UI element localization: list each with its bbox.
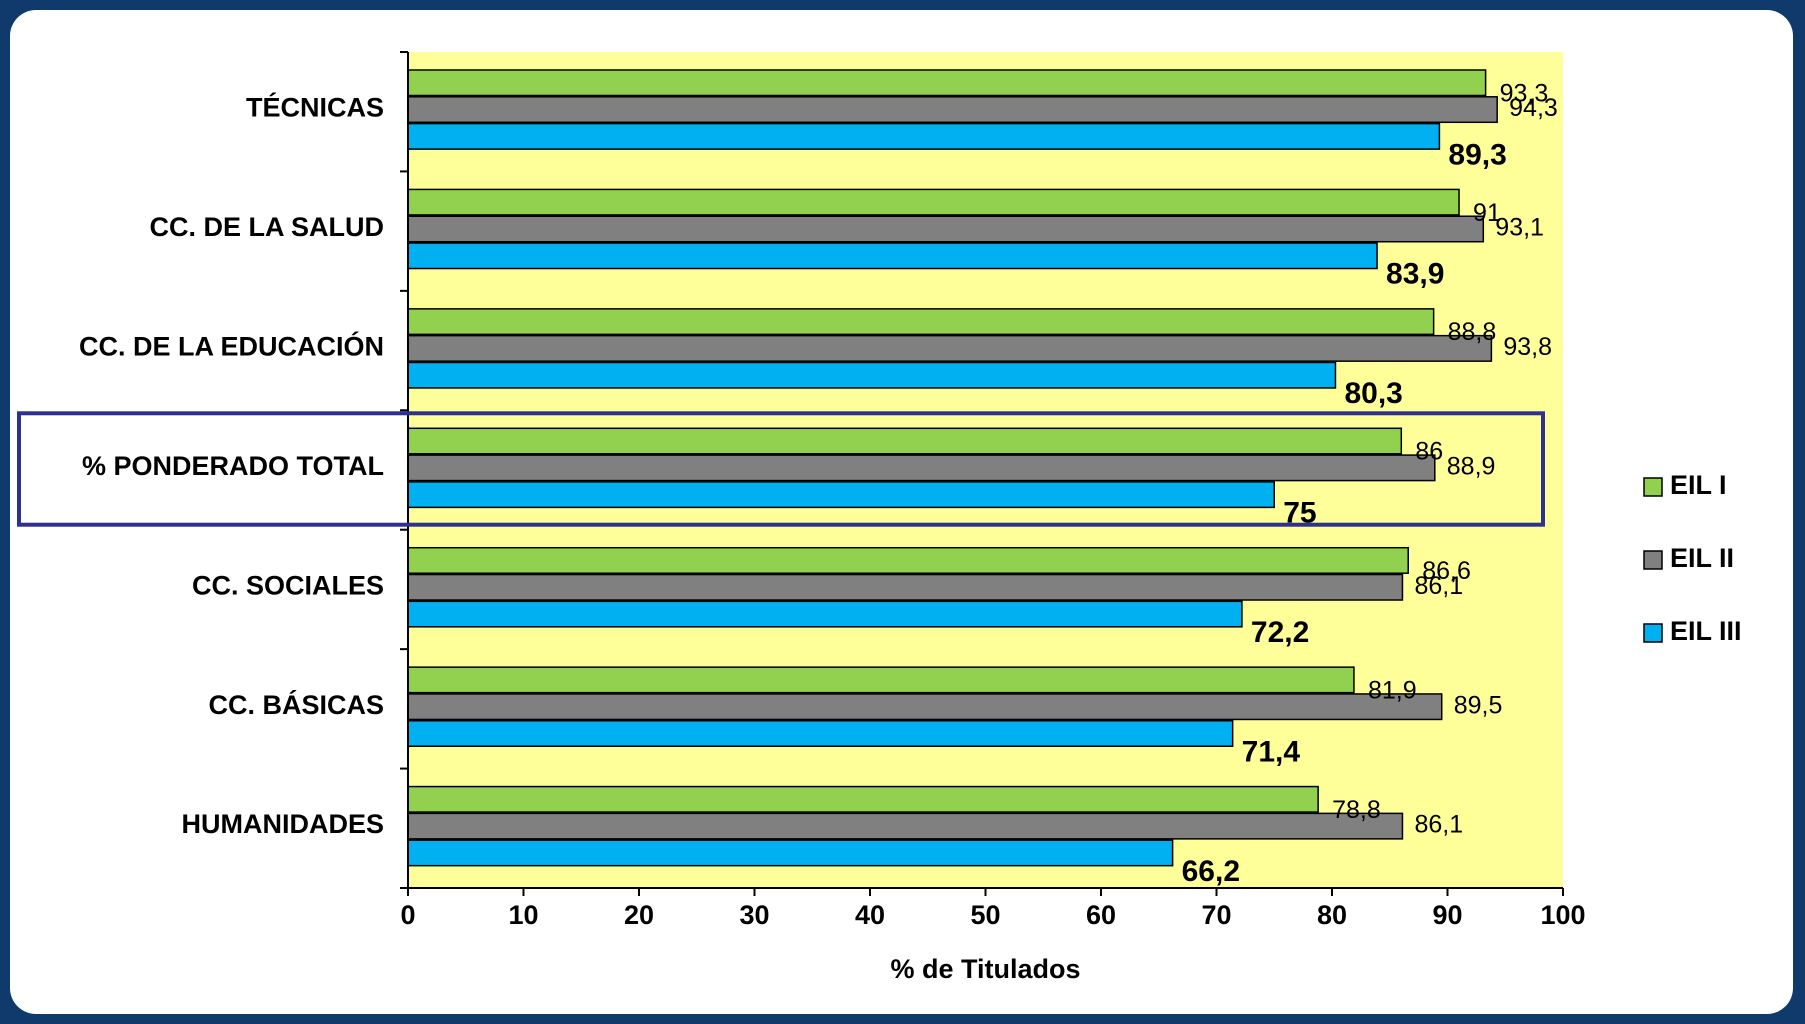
legend-label-2: EIL II bbox=[1670, 543, 1734, 573]
data-label: 86,1 bbox=[1414, 572, 1463, 600]
bar-3-5 bbox=[407, 600, 1243, 628]
x-tick-label: 20 bbox=[624, 900, 654, 930]
legend-swatch-1 bbox=[1643, 477, 1663, 497]
category-label: CC. BÁSICAS bbox=[208, 689, 384, 720]
data-label: 93,8 bbox=[1503, 333, 1552, 361]
legend-swatch-2 bbox=[1643, 550, 1663, 570]
bar-1-6 bbox=[407, 666, 1355, 694]
x-tick-label: 0 bbox=[400, 900, 415, 930]
bar-2-5 bbox=[407, 573, 1404, 601]
legend: EIL I EIL II EIL III bbox=[1643, 470, 1742, 646]
x-axis-title: % de Titulados bbox=[890, 954, 1080, 984]
data-label: 86,6 bbox=[1422, 557, 1471, 585]
data-label: 89,5 bbox=[1454, 691, 1503, 719]
data-label: 94,3 bbox=[1509, 94, 1558, 122]
x-tick-label: 50 bbox=[970, 900, 1000, 930]
axes-group: 0 10 20 30 40 50 60 70 80 90 100 % de Titulados bbox=[400, 51, 1586, 984]
bar-2-1 bbox=[407, 96, 1498, 124]
data-label: 91 bbox=[1473, 199, 1501, 227]
data-label: 72,2 bbox=[1251, 616, 1309, 649]
bar-1-1 bbox=[407, 69, 1487, 97]
bar-2-7 bbox=[407, 812, 1404, 840]
bar-chart: 0 10 20 30 40 50 60 70 80 90 100 % de Titulados 93,… bbox=[17, 51, 1742, 984]
data-label: 86,1 bbox=[1414, 811, 1463, 839]
data-label: 78,8 bbox=[1332, 796, 1381, 824]
legend-label-3: EIL III bbox=[1670, 616, 1742, 646]
x-tick-label: 40 bbox=[855, 900, 885, 930]
bar-3-4 bbox=[407, 481, 1275, 509]
chart-frame: 0 10 20 30 40 50 60 70 80 90 100 % de Titulados 93,… bbox=[10, 10, 1793, 1014]
category-label: CC. DE LA EDUCACIÓN bbox=[79, 331, 384, 362]
bar-1-4 bbox=[407, 427, 1403, 455]
bar-1-3 bbox=[407, 308, 1435, 336]
bar-3-1 bbox=[407, 122, 1441, 150]
data-label: 66,2 bbox=[1182, 855, 1240, 888]
bar-3-7 bbox=[407, 839, 1174, 867]
x-tick-label: 90 bbox=[1432, 900, 1462, 930]
x-tick-label: 80 bbox=[1317, 900, 1347, 930]
data-label: 88,9 bbox=[1447, 452, 1496, 480]
x-tick-label: 70 bbox=[1201, 900, 1231, 930]
bar-3-6 bbox=[407, 719, 1234, 747]
category-label: HUMANIDADES bbox=[182, 809, 385, 839]
category-label: TÉCNICAS bbox=[246, 92, 384, 123]
data-label: 88,8 bbox=[1448, 318, 1497, 346]
bar-2-4 bbox=[407, 454, 1436, 482]
data-label: 93,1 bbox=[1495, 214, 1544, 242]
data-label: 89,3 bbox=[1448, 138, 1506, 171]
data-label: 86 bbox=[1415, 438, 1443, 466]
bar-1-5 bbox=[407, 546, 1409, 574]
data-label: 93,3 bbox=[1500, 79, 1549, 107]
bar-2-6 bbox=[407, 693, 1443, 721]
bar-1-2 bbox=[407, 188, 1460, 216]
bar-2-2 bbox=[407, 215, 1485, 243]
category-label: CC. SOCIALES bbox=[192, 570, 384, 600]
data-label: 83,9 bbox=[1386, 258, 1444, 291]
bar-3-2 bbox=[407, 242, 1378, 270]
highlight-box bbox=[17, 411, 1545, 527]
data-label: 81,9 bbox=[1368, 677, 1417, 705]
legend-label-1: EIL I bbox=[1670, 470, 1727, 500]
x-tick-label: 100 bbox=[1540, 900, 1585, 930]
x-tick-label: 10 bbox=[508, 900, 538, 930]
x-tick-label: 30 bbox=[739, 900, 769, 930]
category-label: % PONDERADO TOTAL bbox=[82, 451, 384, 481]
bar-3-3 bbox=[407, 361, 1337, 389]
category-label: CC. DE LA SALUD bbox=[150, 212, 385, 242]
legend-swatch-3 bbox=[1643, 623, 1663, 643]
x-tick-label: 60 bbox=[1086, 900, 1116, 930]
data-label: 80,3 bbox=[1344, 377, 1402, 410]
bar-1-7 bbox=[407, 785, 1319, 813]
bar-2-3 bbox=[407, 334, 1493, 362]
bars-group bbox=[407, 69, 1498, 867]
data-label: 71,4 bbox=[1242, 735, 1301, 768]
